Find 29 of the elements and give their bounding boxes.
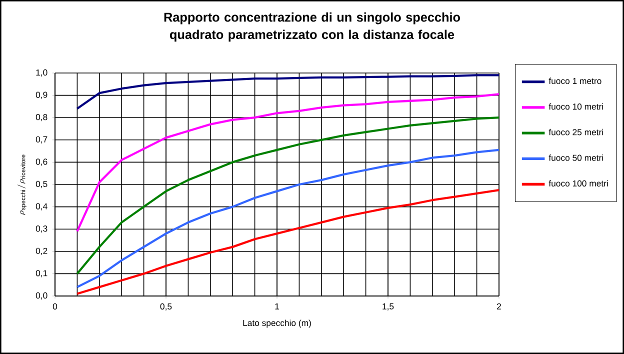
line-series xyxy=(76,116,500,275)
x-axis-title: Lato specchio (m) xyxy=(243,320,311,328)
x-tick-label: 1 xyxy=(275,303,279,310)
y-tick-label: 1,0 xyxy=(36,69,48,77)
legend-label: fuoco 50 metri xyxy=(548,154,603,161)
legend-label: fuoco 1 metro xyxy=(548,78,602,84)
y-tick-label: 0,1 xyxy=(36,270,48,278)
x-tick-label: 1,5 xyxy=(382,303,394,310)
y-tick-label: 0,9 xyxy=(36,92,48,99)
x-tick-label: 0 xyxy=(52,303,58,310)
y-tick-label: 0,8 xyxy=(36,114,48,122)
y-tick-label: 0,5 xyxy=(36,180,48,188)
legend-label: fuoco 25 metri xyxy=(548,128,603,136)
y-tick-label: 0,3 xyxy=(36,226,48,233)
y-tick-label: 0,2 xyxy=(36,248,48,255)
y-axis-title: $\rho_{\mathrm{specchi}}/\rho_{\mathrm{ricevitore}}$ xyxy=(18,154,26,215)
legend-label: fuoco 100 metri xyxy=(548,180,608,186)
legend-label: fuoco 10 metri xyxy=(548,103,603,110)
line-series xyxy=(76,93,500,232)
y-tick-label: 0,4 xyxy=(36,203,48,210)
y-tick-label: 0,7 xyxy=(36,136,48,144)
x-tick-label: 2 xyxy=(497,303,501,310)
line-series xyxy=(76,189,500,295)
line-series xyxy=(76,74,500,110)
y-tick-label: 0,6 xyxy=(36,158,48,166)
line-series xyxy=(76,148,500,288)
x-tick-label: 0,5 xyxy=(160,303,172,311)
chart-title: Rapporto concentrazione di un singolo specchio quadrato parametrizzato con la distanza focale xyxy=(164,12,460,42)
y-tick-label: 0,0 xyxy=(36,292,48,300)
